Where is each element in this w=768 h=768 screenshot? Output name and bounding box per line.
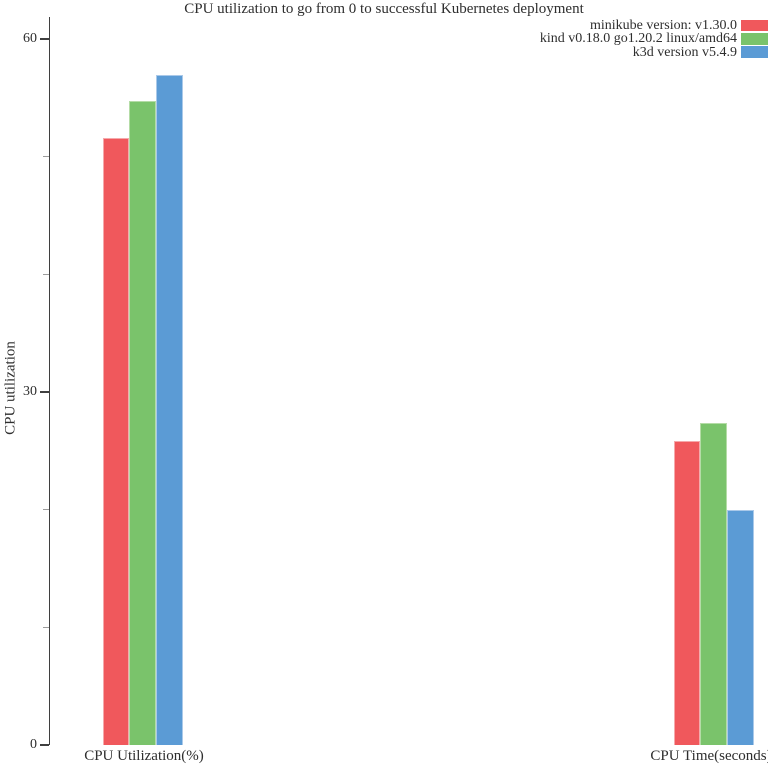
y-minor-tick — [42, 273, 49, 275]
x-category-label-cpu-time: CPU Time(seconds) — [650, 748, 768, 764]
bar-series-2-group-1 — [727, 509, 754, 745]
legend-label-k3d: k3d version v5.4.9 — [632, 44, 737, 60]
legend-swatch-k3d — [741, 46, 768, 58]
legend-item-k3d: k3d version v5.4.9 — [540, 44, 768, 60]
bar-series-1-group-0 — [129, 101, 157, 745]
y-tick-label: 0 — [30, 737, 37, 752]
chart-title: CPU utilization to go from 0 to successf… — [184, 1, 584, 17]
y-major-tick — [39, 38, 49, 40]
legend-swatch-kind — [741, 33, 768, 45]
legend-item-kind: kind v0.18.0 go1.20.2 linux/amd64 — [539, 31, 768, 47]
bar-series-0-group-0 — [102, 137, 130, 745]
y-minor-tick — [42, 156, 49, 158]
y-major-tick — [39, 391, 49, 393]
x-category-label-cpu-utilization: CPU Utilization(%) — [84, 748, 204, 764]
y-minor-tick — [42, 626, 49, 628]
y-axis-line — [48, 17, 50, 745]
bar-series-2-group-0 — [156, 75, 183, 745]
y-tick-label: 30 — [23, 384, 37, 399]
bar-series-0-group-1 — [673, 441, 701, 745]
legend-item-minikube: minikube version: v1.30.0 — [540, 18, 768, 34]
legend-label-minikube: minikube version: v1.30.0 — [590, 18, 737, 34]
y-tick-label: 60 — [23, 31, 37, 46]
legend-swatch-minikube — [741, 19, 768, 32]
y-minor-tick — [42, 509, 49, 511]
y-major-tick — [39, 744, 49, 746]
bar-series-1-group-1 — [700, 422, 728, 745]
legend: minikube version: v1.30.0 kind v0.18.0 g… — [540, 19, 768, 59]
legend-label-kind: kind v0.18.0 go1.20.2 linux/amd64 — [539, 31, 737, 47]
